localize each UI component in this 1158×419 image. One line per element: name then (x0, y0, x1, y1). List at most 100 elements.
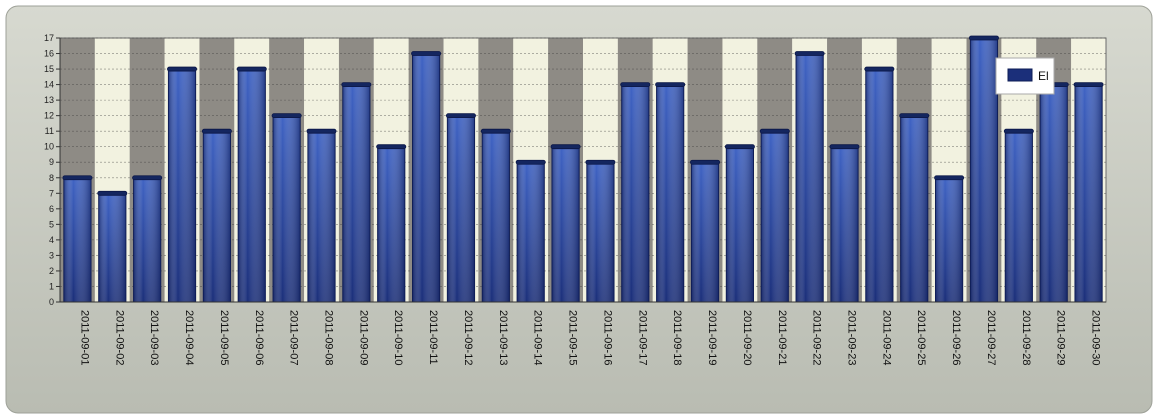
bar-shade (1005, 131, 1033, 302)
bar-cap (271, 113, 302, 119)
bar (934, 175, 965, 303)
x-tick-label: 2011-09-28 (1020, 310, 1032, 365)
bar-shade (307, 131, 336, 302)
bar (724, 144, 755, 303)
bar (1038, 82, 1069, 303)
bar (376, 144, 407, 303)
y-tick-label: 15 (44, 64, 54, 74)
bar-shade (98, 193, 126, 302)
bar-cap (550, 144, 581, 150)
bar-shade (761, 131, 789, 302)
y-tick-label: 10 (44, 142, 54, 152)
y-tick-label: 12 (44, 111, 54, 121)
x-tick-label: 2011-09-30 (1090, 310, 1102, 365)
bar-cap (376, 144, 407, 150)
y-tick-label: 5 (49, 219, 54, 229)
x-tick-label: 2011-09-10 (392, 310, 404, 365)
bar-shade (726, 146, 754, 302)
bar (411, 51, 442, 303)
x-axis: 2011-09-01 2011-09-02 2011-09-03 2011-09-04… (60, 301, 1106, 365)
bar-shade (63, 177, 92, 302)
bar-cap (167, 66, 198, 72)
bar (829, 144, 860, 303)
x-tick-label: 2011-09-16 (601, 310, 613, 365)
y-tick-label: 9 (49, 157, 54, 167)
x-tick-label: 2011-09-05 (218, 310, 230, 365)
bar (515, 159, 546, 303)
bar-cap (899, 113, 930, 119)
bar-shade (482, 131, 510, 302)
x-tick-label: 2011-09-02 (113, 310, 125, 365)
x-tick-label: 2011-09-20 (741, 310, 753, 365)
bar (480, 128, 511, 303)
bar-cap (132, 175, 163, 181)
bar (1003, 128, 1034, 303)
bar (550, 144, 581, 303)
y-tick-label: 3 (49, 250, 54, 260)
y-tick-label: 8 (49, 173, 54, 183)
x-tick-label: 2011-09-22 (811, 310, 823, 365)
bar-cap (341, 82, 372, 87)
x-tick-label: 2011-09-24 (880, 310, 892, 365)
x-tick-label: 2011-09-08 (323, 310, 335, 365)
bar-cap (1003, 128, 1034, 134)
bar-cap (829, 144, 860, 150)
bar-cap (515, 159, 546, 165)
bar-cap (620, 82, 651, 87)
bar-shade (935, 177, 963, 302)
bar-shade (133, 177, 161, 302)
bar-shade (970, 38, 998, 302)
legend-label: El (1038, 69, 1049, 83)
bar-shade (865, 69, 893, 302)
y-tick-label: 1 (49, 281, 54, 291)
bar-cap (759, 128, 790, 134)
x-tick-label: 2011-09-06 (253, 310, 265, 365)
x-tick-label: 2011-09-17 (636, 310, 648, 365)
bar (306, 128, 337, 303)
x-tick-label: 2011-09-04 (183, 310, 195, 365)
y-tick-label: 6 (49, 204, 54, 214)
x-tick-label: 2011-09-13 (497, 310, 509, 365)
x-tick-label: 2011-09-23 (846, 310, 858, 365)
bar-cap (864, 66, 895, 72)
bar-cap (934, 175, 965, 181)
bar (167, 66, 198, 303)
y-tick-label: 16 (44, 49, 54, 59)
bar-shade (586, 162, 615, 302)
bar (236, 66, 267, 303)
bar (445, 113, 476, 303)
bar (341, 82, 372, 303)
bar-shade (691, 162, 719, 302)
bars (62, 35, 1104, 303)
x-tick-label: 2011-09-11 (427, 310, 439, 365)
bar (201, 128, 232, 303)
bar-shade (447, 115, 475, 302)
bar-shade (342, 84, 370, 303)
bar-shade (796, 53, 824, 302)
legend-swatch (1007, 68, 1033, 82)
y-tick-label: 0 (49, 297, 54, 307)
bar (585, 159, 616, 303)
bar-cap (1073, 82, 1104, 87)
y-tick-label: 11 (45, 126, 54, 136)
x-tick-label: 2011-09-26 (950, 310, 962, 365)
bar-shade (656, 84, 684, 303)
x-tick-label: 2011-09-25 (915, 310, 927, 365)
bar-cap (236, 66, 267, 72)
bar-cap (724, 144, 755, 150)
bar-cap (62, 175, 93, 181)
bar-cap (480, 128, 511, 134)
bar-shade (412, 53, 440, 302)
x-tick-label: 2011-09-07 (288, 310, 300, 365)
bar-cap (306, 128, 337, 134)
bar-shade (377, 146, 405, 302)
bar (864, 66, 895, 303)
y-tick-label: 14 (44, 80, 54, 90)
y-tick-label: 17 (44, 33, 54, 43)
x-tick-label: 2011-09-12 (462, 310, 474, 365)
bar-shade (830, 146, 859, 302)
x-tick-label: 2011-09-29 (1055, 310, 1067, 365)
y-tick-label: 7 (49, 188, 54, 198)
